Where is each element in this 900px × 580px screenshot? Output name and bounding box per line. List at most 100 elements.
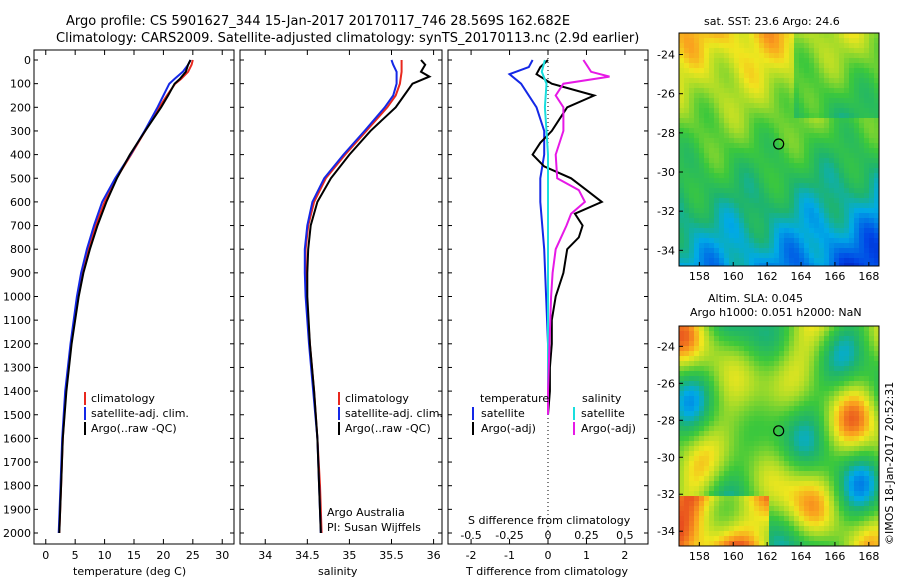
map-cell xyxy=(749,371,755,377)
map-cell xyxy=(839,496,845,502)
map-cell xyxy=(869,198,875,204)
map-cell xyxy=(864,148,870,154)
map-cell xyxy=(744,506,750,512)
map-cell xyxy=(729,143,735,149)
map-cell xyxy=(704,203,710,209)
map-cell xyxy=(779,93,785,99)
map-cell xyxy=(754,248,760,254)
map-cell xyxy=(869,118,875,124)
map-cell xyxy=(759,401,765,407)
map-cell xyxy=(714,326,720,332)
map-cell xyxy=(694,93,700,99)
map-cell xyxy=(699,331,705,337)
map-cell xyxy=(689,48,695,54)
map-cell xyxy=(809,481,815,487)
map-cell xyxy=(744,521,750,527)
map-cell xyxy=(729,421,735,427)
map-cell xyxy=(854,326,860,332)
map-cell xyxy=(764,431,770,437)
map-cell xyxy=(759,391,765,397)
map-cell xyxy=(829,243,835,249)
map-cell xyxy=(689,366,695,372)
map-cell xyxy=(874,401,880,407)
map-cell xyxy=(679,471,685,477)
map-cell xyxy=(874,446,880,452)
map-cell xyxy=(774,396,780,402)
map-cell xyxy=(864,123,870,129)
map-cell xyxy=(754,456,760,462)
map-cell xyxy=(824,203,830,209)
map-cell xyxy=(724,68,730,74)
map-cell xyxy=(794,361,800,367)
map-cell xyxy=(754,33,760,39)
map-cell xyxy=(729,331,735,337)
map-cell xyxy=(744,386,750,392)
map-cell xyxy=(759,506,765,512)
map-cell xyxy=(859,68,865,74)
map-cell xyxy=(769,258,775,264)
map-cell xyxy=(679,516,685,522)
map-cell xyxy=(834,516,840,522)
map-cell xyxy=(814,471,820,477)
map-cell xyxy=(719,441,725,447)
map-cell xyxy=(849,446,855,452)
map-cell xyxy=(804,541,810,547)
map-cell xyxy=(839,218,845,224)
map-cell xyxy=(834,123,840,129)
map-cell xyxy=(749,426,755,432)
map-cell xyxy=(859,381,865,387)
map-cell xyxy=(679,336,685,342)
map-cell xyxy=(754,133,760,139)
map-cell xyxy=(744,193,750,199)
map-cell xyxy=(734,168,740,174)
lat-tick-label: -30 xyxy=(657,451,675,464)
map-cell xyxy=(779,158,785,164)
map-cell xyxy=(814,43,820,49)
map-cell xyxy=(714,223,720,229)
map-cell xyxy=(729,48,735,54)
map-cell xyxy=(699,143,705,149)
map-cell xyxy=(754,253,760,259)
map-cell xyxy=(739,446,745,452)
map-cell xyxy=(739,263,745,267)
map-cell xyxy=(844,68,850,74)
map-cell xyxy=(679,173,685,179)
x-tick-label: 30 xyxy=(215,549,229,562)
map-cell xyxy=(864,83,870,89)
map-cell xyxy=(849,128,855,134)
map-cell xyxy=(814,233,820,239)
map-cell xyxy=(749,203,755,209)
map-cell xyxy=(849,431,855,437)
map-cell xyxy=(849,511,855,517)
map-cell xyxy=(874,496,880,502)
map-cell xyxy=(849,326,855,332)
map-cell xyxy=(849,213,855,219)
map-cell xyxy=(759,416,765,422)
map-cell xyxy=(804,213,810,219)
map-cell xyxy=(794,491,800,497)
map-cell xyxy=(714,103,720,109)
map-cell xyxy=(714,123,720,129)
map-cell xyxy=(719,193,725,199)
map-cell xyxy=(774,516,780,522)
map-cell xyxy=(779,496,785,502)
map-cell xyxy=(834,456,840,462)
map-cell xyxy=(824,38,830,44)
map-cell xyxy=(809,163,815,169)
map-cell xyxy=(819,531,825,537)
map-cell xyxy=(774,143,780,149)
map-cell xyxy=(859,113,865,119)
map-cell xyxy=(824,133,830,139)
map-cell xyxy=(789,78,795,84)
map-cell xyxy=(804,38,810,44)
map-cell xyxy=(794,223,800,229)
map-cell xyxy=(874,481,880,487)
map-cell xyxy=(704,446,710,452)
map-cell xyxy=(749,416,755,422)
map-cell xyxy=(814,133,820,139)
map-cell xyxy=(769,436,775,442)
map-cell xyxy=(699,158,705,164)
map-cell xyxy=(854,58,860,64)
map-cell xyxy=(714,218,720,224)
map-cell xyxy=(794,461,800,467)
